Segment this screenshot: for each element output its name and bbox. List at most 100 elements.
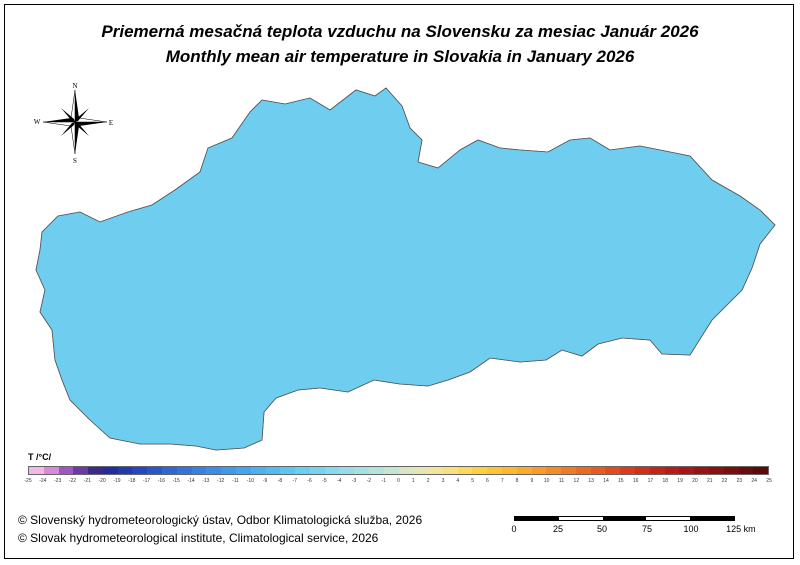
legend-tick-label: -24 [39,478,47,484]
legend-tick-label: 20 [692,478,698,484]
legend-swatch [206,467,222,474]
legend-tick-label: 22 [721,478,728,484]
legend-swatch [295,467,310,474]
legend-tick-label: 15 [618,478,624,484]
legend-swatch [575,467,591,474]
legend-tick-label: -4 [336,478,342,484]
legend-tick-label: -13 [202,478,210,484]
legend-swatch [368,467,384,474]
legend-tick-label: 14 [603,478,609,484]
legend-tick-label: 3 [441,478,445,484]
legend-tick-label: -1 [381,478,386,484]
legend-tick-label: 19 [677,478,683,484]
legend-tick-label: -20 [98,478,106,484]
scale-bar-labels: 0 25 50 75 100 125 km [511,524,774,536]
legend-tick-label: 18 [662,478,669,484]
legend-swatch [398,467,414,474]
legend-tick-label: 0 [397,478,400,484]
legend-tick-label: -5 [322,478,327,484]
credit-english: © Slovak hydrometeorological institute, … [18,531,379,545]
legend-tick-label: 4 [456,478,460,484]
legend-swatch [694,467,709,474]
legend-tick-label: 10 [543,478,550,484]
legend-tick-label: 9 [530,478,534,484]
legend-swatch [102,467,118,474]
legend-tick-label: 11 [558,478,565,484]
scale-bar-label: 0 [511,524,517,534]
legend-swatch [561,467,576,474]
legend-swatch [531,467,547,474]
legend-swatch [58,467,74,474]
legend-swatch [29,467,44,474]
legend-tick-label: -3 [351,478,357,484]
legend-swatch [457,467,473,474]
legend-tick-label: 1 [411,478,415,484]
legend-swatch [265,467,281,474]
legend-tick-label: -10 [246,478,254,484]
legend-unit-label: T /°C/ [28,452,52,462]
legend-swatch [620,467,636,474]
legend-tick-labels: -25 -24 -23 -22 -21 -20 -19 -18 -17 -16 -15 -14 -13-… [24,478,771,488]
credit-slovak: © Slovenský hydrometeorologický ústav, O… [18,513,423,527]
legend-swatch [147,467,163,474]
legend-swatch [708,467,724,474]
legend-swatch [324,467,340,474]
legend-swatch [250,467,266,474]
legend-tick-label: -9 [262,478,268,484]
legend-tick-label: -8 [277,478,283,484]
legend-swatch [679,467,695,474]
legend-tick-label: -7 [292,478,297,484]
legend-tick-label: 21 [706,478,713,484]
legend-swatch [738,467,754,474]
legend-tick-label: -14 [187,478,195,484]
legend-tick-label: -17 [142,478,151,484]
legend-tick-label: 17 [647,478,654,484]
legend-tick-label: -23 [54,478,62,484]
legend-swatch [191,467,207,474]
legend-swatch [413,467,429,474]
legend-tick-label: -25 [24,478,32,484]
compass-east-label: E [109,119,113,127]
legend-tick-label: 23 [736,478,743,484]
legend-tick-label: -16 [157,478,165,484]
legend-swatch [383,467,399,474]
legend-tick-label: 7 [500,478,504,484]
compass-west-label: W [34,118,41,126]
legend-tick-label: -22 [68,478,77,484]
legend-tick-label: 13 [588,478,594,484]
legend-swatch [176,467,192,474]
legend-swatch [428,467,443,474]
legend-tick-label: -12 [217,478,225,484]
scale-bar-label: 50 [596,524,608,534]
scale-bar-label: 125 km [726,524,756,534]
legend-tick-label: 8 [515,478,519,484]
legend-swatch [723,467,739,474]
legend-swatch [635,467,650,474]
legend-tick-label: -19 [113,478,121,484]
map-title-english: Monthly mean air temperature in Slovakia… [165,47,635,66]
legend-tick-label: -15 [172,478,180,484]
legend-swatch [221,467,236,474]
scale-bar-label: 75 [641,524,653,534]
temperature-color-legend [28,466,769,475]
legend-swatch [442,467,458,474]
legend-swatch [309,467,325,474]
legend-tick-label: -2 [366,478,372,484]
legend-tick-label: -18 [128,478,136,484]
legend-swatch [546,467,562,474]
scale-bar-label: 25 [552,524,564,534]
legend-swatch [487,467,502,474]
legend-swatch [280,467,296,474]
legend-swatch [590,467,606,474]
legend-swatch [88,467,103,474]
legend-swatch [43,467,59,474]
legend-tick-label: 24 [751,478,757,484]
legend-tick-label: -6 [307,478,312,484]
legend-tick-label: 5 [471,478,474,484]
legend-swatch [472,467,488,474]
map-frame [4,4,794,559]
legend-swatch [132,467,148,474]
compass-rose-icon: N S E W [34,82,113,165]
map-title-slovak: Priemerná mesačná teplota vzduchu na Slo… [101,22,699,41]
